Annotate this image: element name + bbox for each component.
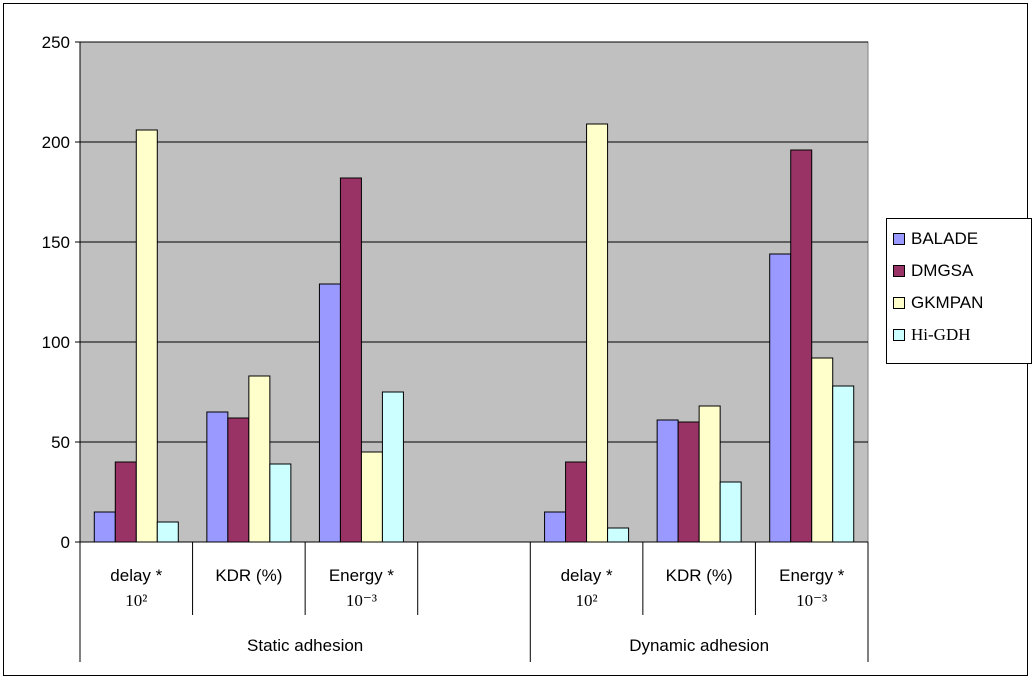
- bar-hi-gdh: [719, 481, 742, 543]
- bar-hi-gdh: [832, 385, 855, 543]
- x-category-labels: delay * 10² KDR (%) Energy * 10⁻³ delay * 10² K…: [110, 566, 844, 655]
- bar-balade: [769, 253, 792, 543]
- legend-swatch: [893, 233, 905, 245]
- bar-balade: [206, 411, 229, 543]
- category-label: delay *: [561, 566, 613, 585]
- bar-balade: [93, 511, 116, 543]
- legend-label: GKMPAN: [911, 293, 984, 312]
- bar-gkmpan: [248, 375, 271, 543]
- category-unit-label: 10²: [125, 591, 147, 610]
- bar-balade: [318, 283, 341, 543]
- y-tick-label: 100: [42, 333, 70, 352]
- legend-swatch: [893, 265, 905, 277]
- category-label: KDR (%): [215, 566, 282, 585]
- bar-hi-gdh: [269, 463, 292, 543]
- axes: [75, 41, 869, 662]
- bar-gkmpan: [360, 451, 383, 543]
- legend-item: DMGSA: [893, 259, 973, 283]
- legend-item: BALADE: [893, 227, 978, 251]
- y-tick-label: 150: [42, 233, 70, 252]
- legend-item: GKMPAN: [893, 291, 983, 315]
- category-label: Energy *: [329, 566, 395, 585]
- category-label: delay *: [110, 566, 162, 585]
- legend-label: BALADE: [911, 229, 979, 248]
- bar-dmgsa: [565, 461, 588, 543]
- bar-dmgsa: [790, 149, 813, 543]
- bar-balade: [544, 511, 567, 543]
- legend-item: Hi-GDH: [893, 323, 971, 347]
- legend-label: Hi-GDH: [911, 325, 971, 344]
- legend-swatch: [893, 297, 905, 309]
- bar-gkmpan: [135, 129, 158, 543]
- bar-gkmpan: [811, 357, 834, 543]
- bar-hi-gdh: [156, 521, 179, 543]
- category-unit-label: 10⁻³: [796, 591, 827, 610]
- bar-dmgsa: [339, 177, 362, 543]
- bars: [93, 123, 855, 543]
- bar-dmgsa: [227, 417, 250, 543]
- plot-area: [79, 41, 869, 543]
- bar-hi-gdh: [381, 391, 404, 543]
- group-label: Static adhesion: [247, 636, 363, 655]
- category-unit-label: 10²: [576, 591, 598, 610]
- y-tick-label: 250: [42, 33, 70, 52]
- bar-hi-gdh: [607, 527, 630, 543]
- y-tick-label: 0: [61, 533, 70, 552]
- y-tick-label: 200: [42, 133, 70, 152]
- bar-dmgsa: [114, 461, 137, 543]
- legend-swatch: [893, 329, 905, 341]
- y-tick-labels: 0 50 100 150 200 250: [42, 33, 70, 552]
- category-unit-label: 10⁻³: [346, 591, 377, 610]
- legend-label: DMGSA: [911, 261, 974, 280]
- category-label: Energy *: [779, 566, 845, 585]
- legend: BALADE DMGSA GKMPAN Hi-GDH: [886, 218, 1032, 364]
- bar-balade: [656, 419, 679, 543]
- group-label: Dynamic adhesion: [629, 636, 769, 655]
- bar-gkmpan: [698, 405, 721, 543]
- category-label: KDR (%): [666, 566, 733, 585]
- y-tick-label: 50: [51, 433, 70, 452]
- bar-dmgsa: [677, 421, 700, 543]
- bar-gkmpan: [586, 123, 609, 543]
